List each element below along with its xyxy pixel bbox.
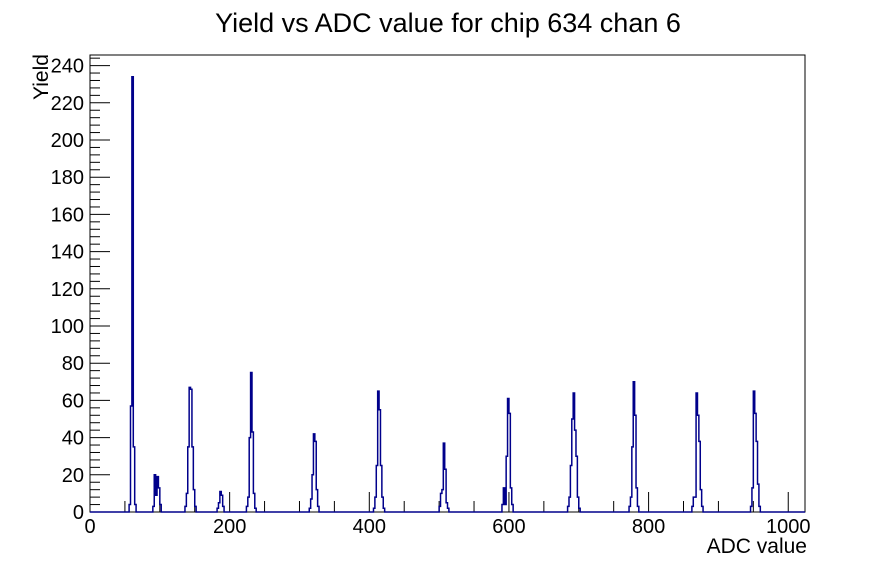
y-tick-label: 60: [62, 390, 84, 412]
y-tick-label: 240: [51, 56, 84, 78]
y-axis-ticks: [90, 57, 110, 513]
histogram-line: [90, 76, 805, 513]
x-tick-label: 800: [632, 516, 665, 538]
plot-frame: [89, 54, 806, 513]
x-tick-label: 600: [492, 516, 525, 538]
x-tick-label: 200: [213, 516, 246, 538]
chart-title: Yield vs ADC value for chip 634 chan 6: [215, 8, 681, 38]
y-tick-label: 40: [62, 428, 84, 450]
x-axis-ticks: [89, 492, 789, 512]
y-tick-label: 200: [51, 130, 84, 152]
y-tick-label: 120: [51, 279, 84, 301]
x-tick-labels: 0 200 400 600 800 1000: [84, 516, 810, 538]
y-axis-title: Yield: [30, 54, 53, 100]
y-tick-label: 80: [62, 353, 84, 375]
y-tick-label: 100: [51, 316, 84, 338]
y-tick-label: 220: [51, 93, 84, 115]
y-tick-labels: 0 20 40 60 80 100 120 140 160 180 200 220 240: [51, 56, 84, 524]
y-tick-label: 0: [73, 502, 84, 524]
x-axis-title: ADC value: [707, 535, 807, 558]
y-tick-label: 20: [62, 465, 84, 487]
y-tick-label: 180: [51, 167, 84, 189]
y-tick-label: 160: [51, 204, 84, 226]
x-tick-label: 1000: [766, 516, 811, 538]
x-tick-label: 400: [353, 516, 386, 538]
x-tick-label: 0: [84, 516, 95, 538]
y-tick-label: 140: [51, 242, 84, 264]
